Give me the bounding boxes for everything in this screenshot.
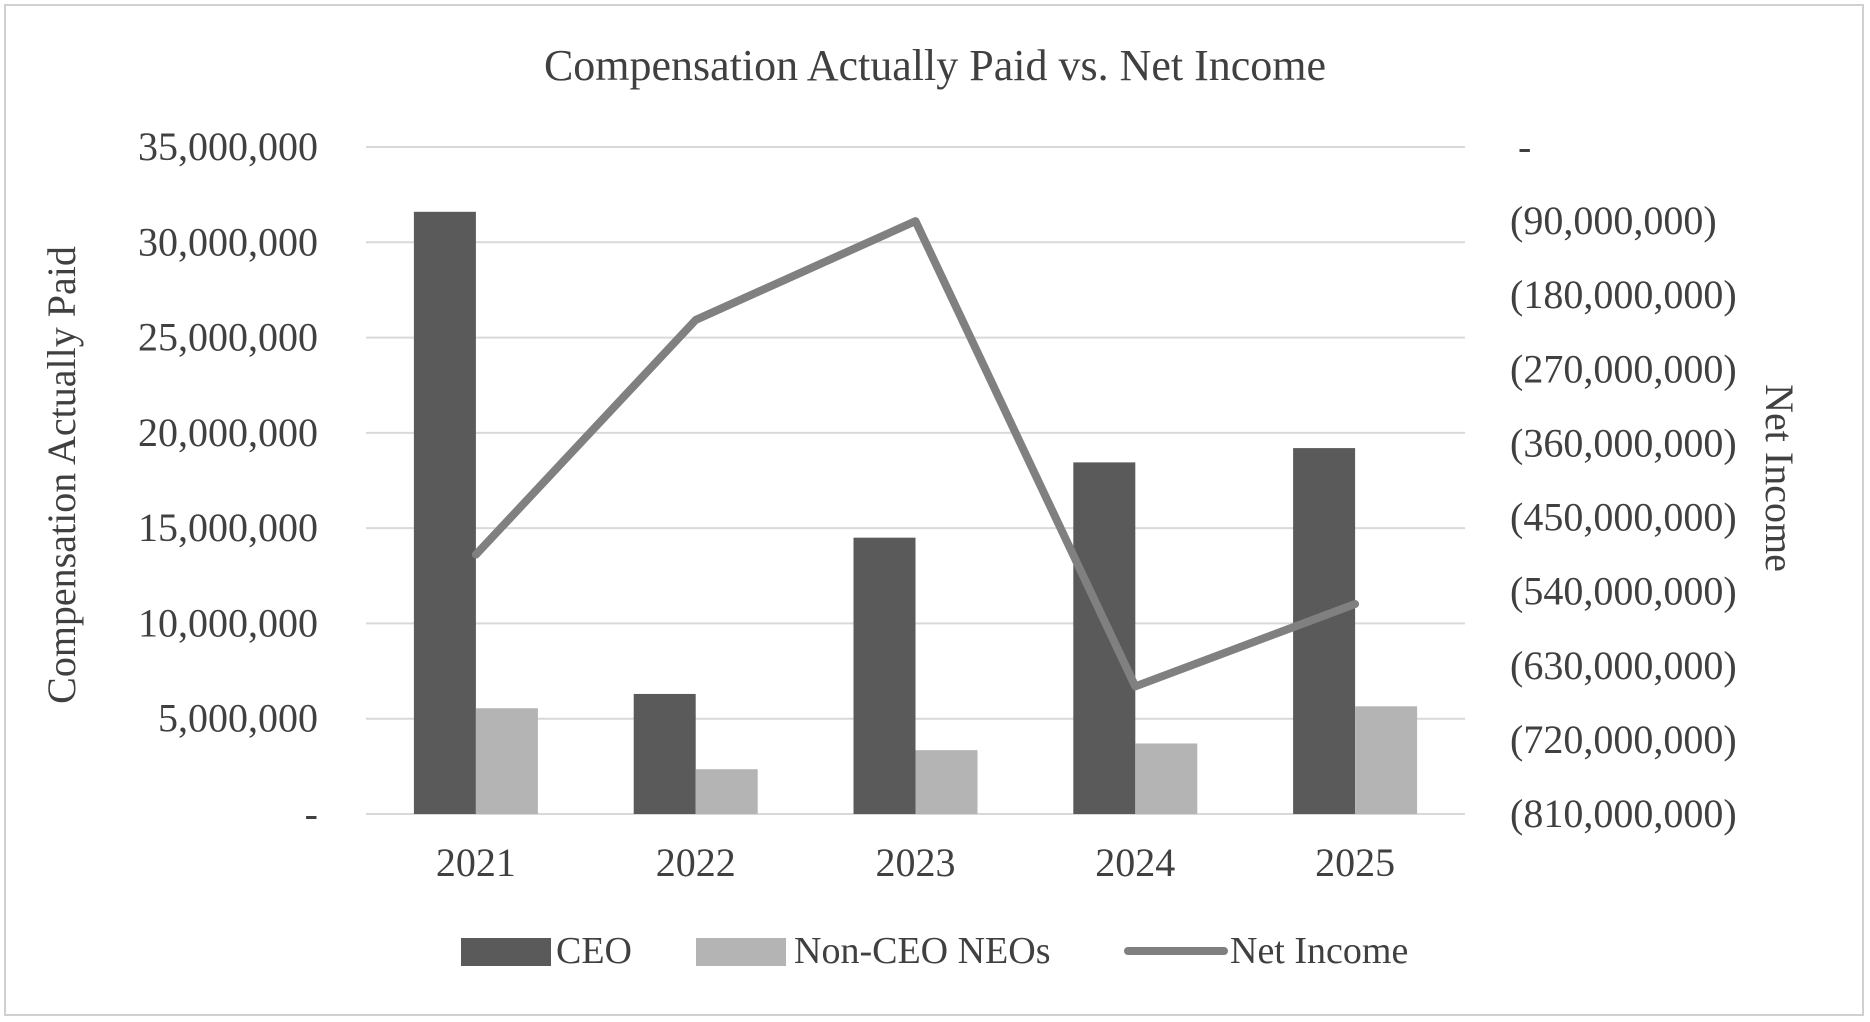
right-tick-label: - (1518, 124, 1531, 169)
net-income-line (471, 217, 1360, 691)
y2-axis-label: Net Income (1757, 384, 1802, 572)
bar-non-ceo-neos-2024 (1135, 743, 1198, 814)
point-net-income-2025 (1354, 603, 1357, 606)
legend-label-net-income: Net Income (1230, 930, 1408, 972)
left-tick-label: 25,000,000 (138, 315, 318, 360)
right-tick-label: (810,000,000) (1510, 791, 1737, 836)
right-tick-label: (450,000,000) (1510, 495, 1737, 540)
chart-frame (4, 4, 1864, 1016)
gridlines (366, 146, 1465, 815)
point-net-income-2024 (1134, 685, 1137, 688)
chart-title: Compensation Actually Paid vs. Net Incom… (544, 41, 1326, 90)
right-tick-label: (540,000,000) (1510, 569, 1737, 614)
bar-ceo-2022 (633, 693, 696, 814)
legend-swatch-ceo (461, 938, 551, 966)
bar-ceo-2024 (1073, 462, 1136, 814)
right-tick-label: (630,000,000) (1510, 643, 1737, 688)
legend-label-non-ceo-neos: Non-CEO NEOs (794, 930, 1050, 972)
left-tick-label: 10,000,000 (138, 600, 318, 645)
bar-non-ceo-neos-2025 (1355, 706, 1418, 814)
bar-ceo-2023 (853, 537, 916, 814)
right-tick-label: (270,000,000) (1510, 346, 1737, 391)
bar-ceo-2021 (413, 211, 476, 814)
left-tick-label: 5,000,000 (158, 696, 318, 741)
x-tick-label: 2025 (1315, 840, 1395, 885)
bar-non-ceo-neos-2022 (695, 769, 758, 814)
left-tick-label: - (305, 791, 318, 836)
left-axis-ticks: - 5,000,000 10,000,000 15,000,000 20,000,000… (138, 124, 318, 836)
bar-ceo-2025 (1293, 448, 1356, 814)
point-net-income-2022 (694, 318, 697, 321)
legend: CEO Non-CEO NEOs Net Income (461, 930, 1408, 972)
legend-label-ceo: CEO (556, 930, 632, 972)
right-tick-label: (360,000,000) (1510, 420, 1737, 465)
left-tick-label: 20,000,000 (138, 410, 318, 455)
left-tick-label: 35,000,000 (138, 124, 318, 169)
point-net-income-2023 (914, 220, 917, 223)
point-net-income-2021 (474, 553, 477, 556)
x-tick-label: 2023 (876, 840, 956, 885)
right-axis-ticks: (810,000,000) (720,000,000) (630,000,000) (… (1510, 124, 1737, 836)
x-tick-label: 2021 (436, 840, 516, 885)
right-tick-label: (720,000,000) (1510, 717, 1737, 762)
x-tick-label: 2024 (1095, 840, 1175, 885)
bar-non-ceo-neos-2023 (915, 750, 978, 814)
right-tick-label: (180,000,000) (1510, 272, 1737, 317)
right-tick-label: (90,000,000) (1510, 198, 1717, 243)
bar-non-ceo-neos-2021 (475, 708, 538, 814)
bars (413, 211, 1418, 814)
y-axis-label: Compensation Actually Paid (39, 246, 84, 704)
x-tick-label: 2022 (656, 840, 736, 885)
left-tick-label: 30,000,000 (138, 219, 318, 264)
left-tick-label: 15,000,000 (138, 505, 318, 550)
x-axis-ticks: 2021 2022 2023 2024 2025 (436, 840, 1395, 885)
legend-swatch-non-ceo-neos (696, 938, 786, 966)
